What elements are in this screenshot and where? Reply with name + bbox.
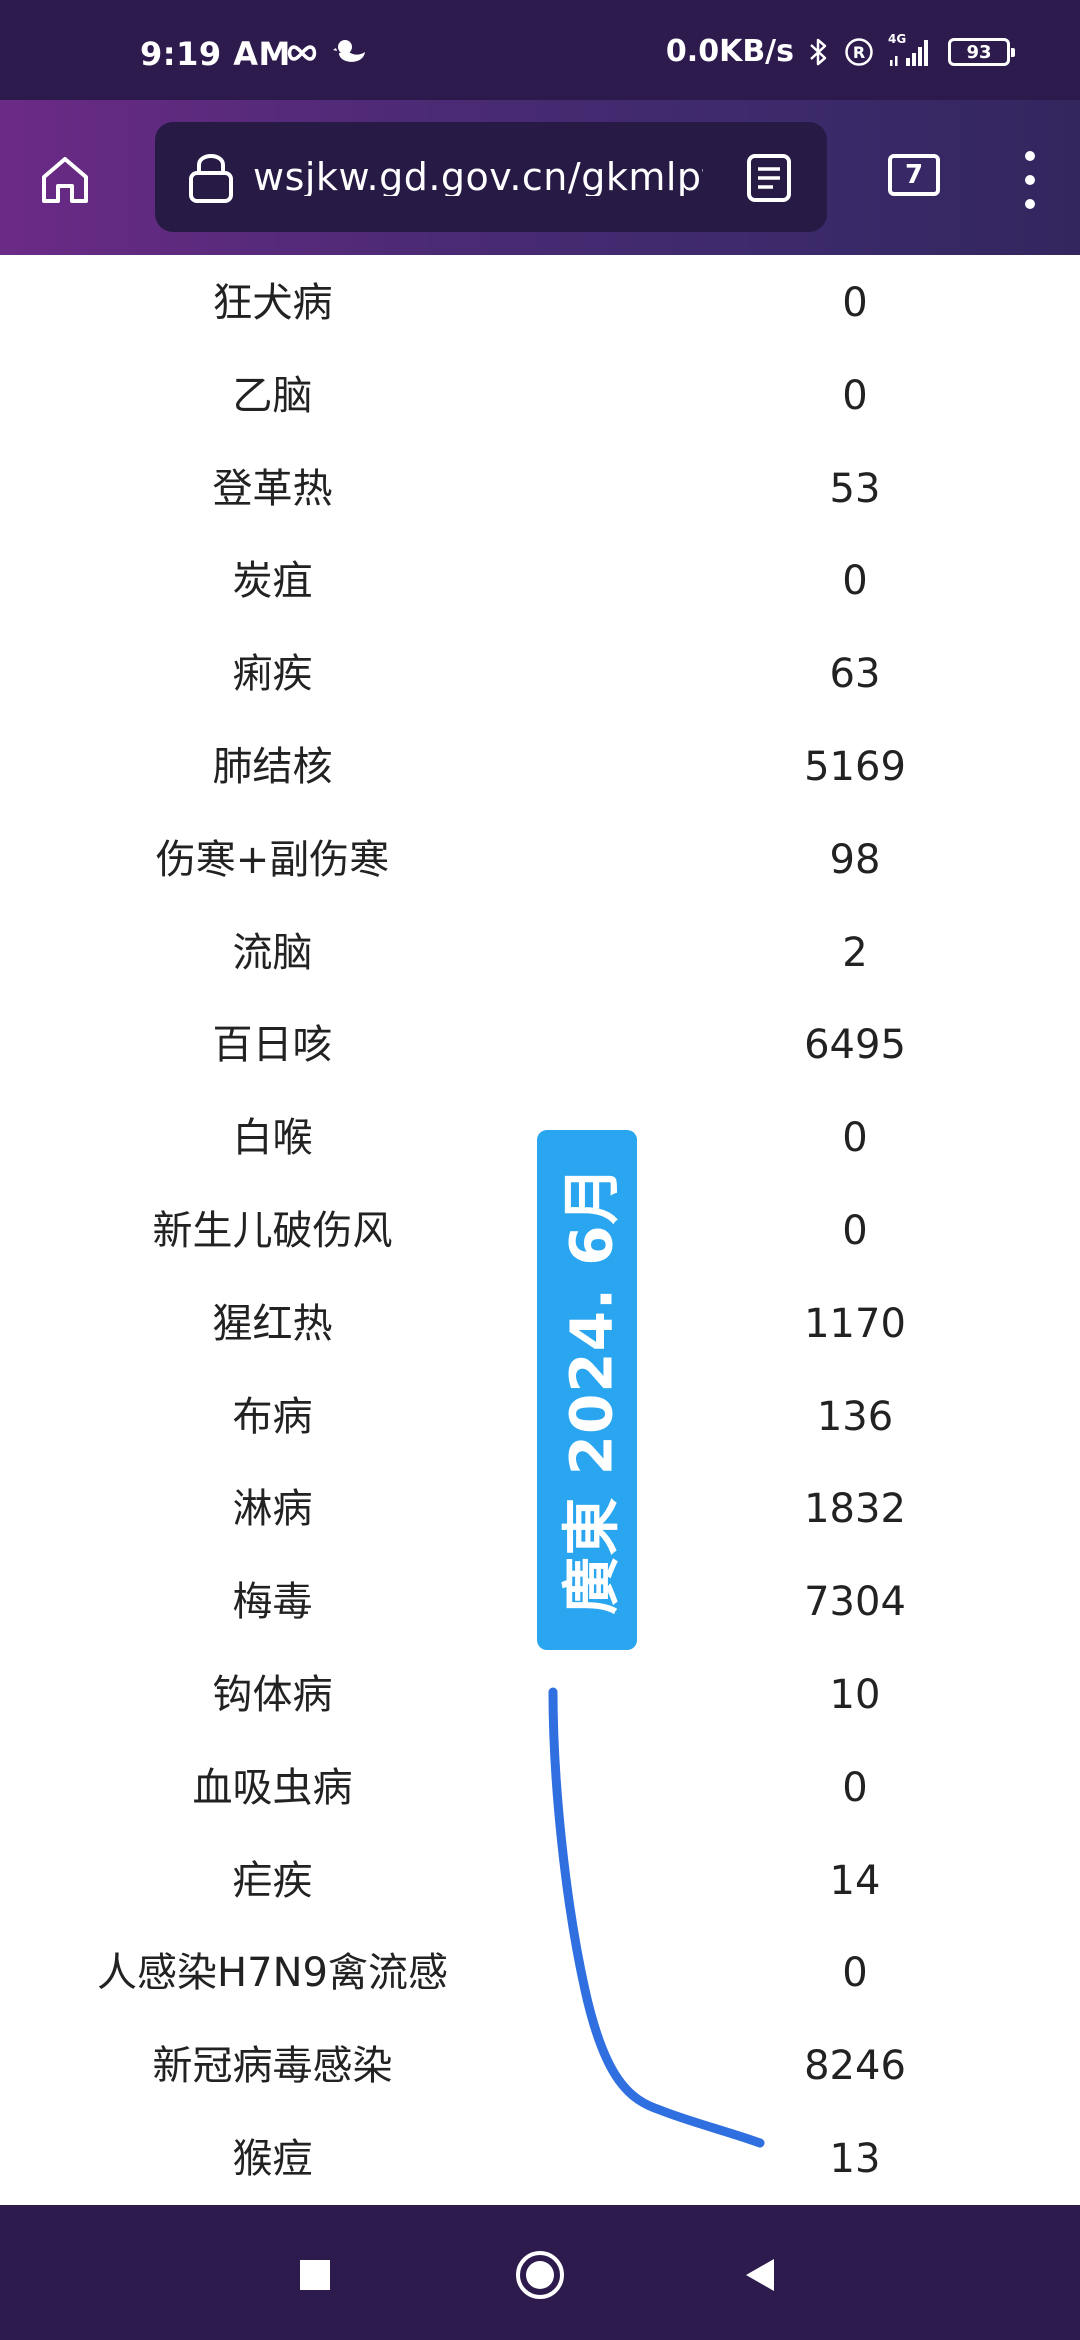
disease-name: 痢疾 bbox=[232, 651, 313, 698]
disease-name: 淋病 bbox=[232, 1486, 313, 1533]
url-bar[interactable]: wsjkw.gd.gov.cn/gkmlpt/ bbox=[155, 122, 827, 232]
battery-level: 93 bbox=[966, 41, 992, 63]
disease-name: 新冠病毒感染 bbox=[152, 2043, 393, 2090]
disease-name: 登革热 bbox=[212, 465, 333, 512]
disease-name: 布病 bbox=[232, 1393, 313, 1440]
disease-name: 新生儿破伤风 bbox=[152, 1208, 393, 1254]
bluetooth-icon bbox=[810, 38, 827, 66]
table-row: 乙脑 0 bbox=[0, 351, 1080, 444]
status-left-icons bbox=[285, 38, 367, 68]
lock-icon[interactable] bbox=[181, 147, 241, 207]
disease-name: 钩体病 bbox=[212, 1672, 333, 1718]
table-row: 痢疾 63 bbox=[0, 629, 1080, 722]
disease-name: 肺结核 bbox=[212, 744, 333, 790]
table-row: 钩体病 10 bbox=[0, 1650, 1080, 1743]
menu-dot-icon bbox=[1025, 175, 1035, 185]
status-bar: 9:19 AM 0.0KB/s R 4G bbox=[0, 0, 1080, 100]
disease-name: 伤寒+副伤寒 bbox=[155, 836, 390, 883]
disease-name: 人感染H7N9禽流感 bbox=[97, 1950, 448, 1997]
case-count: 8246 bbox=[804, 2043, 906, 2090]
case-count: 0 bbox=[842, 1950, 868, 1997]
home-icon bbox=[42, 157, 88, 203]
overlay-label-text: 廣東 2024. 6月 bbox=[558, 1165, 627, 1615]
reader-mode-icon[interactable] bbox=[741, 150, 797, 206]
triangle-back-icon bbox=[746, 2259, 774, 2291]
disease-name: 猩红热 bbox=[212, 1300, 333, 1347]
disease-name: 白喉 bbox=[232, 1115, 313, 1162]
network-type: 4G bbox=[888, 32, 907, 46]
navigation-bar bbox=[0, 2205, 1080, 2340]
duck-icon bbox=[333, 40, 365, 62]
case-count: 6495 bbox=[804, 1022, 906, 1069]
home-nav-button[interactable] bbox=[500, 2235, 580, 2315]
signal-icon: 4G bbox=[888, 32, 934, 68]
svg-text:R: R bbox=[853, 43, 865, 62]
table-row: 狂犬病 0 bbox=[0, 258, 1080, 351]
case-count: 5169 bbox=[804, 744, 906, 790]
case-count: 98 bbox=[829, 836, 881, 883]
page-content[interactable]: 狂犬病 0 乙脑 0 登革热 53 炭疽 0 痢疾 63 肺结核 5169 伤寒+副伤寒 98 流脑 2 百日咳… bbox=[0, 255, 1080, 2205]
case-count: 10 bbox=[829, 1672, 881, 1718]
table-row: 淋病 1832 bbox=[0, 1464, 1080, 1557]
disease-name: 炭疽 bbox=[232, 558, 313, 605]
case-count: 53 bbox=[829, 465, 881, 512]
case-count: 2 bbox=[842, 929, 868, 976]
table-row: 百日咳 6495 bbox=[0, 1000, 1080, 1093]
table-row: 白喉 0 bbox=[0, 1093, 1080, 1186]
url-text[interactable]: wsjkw.gd.gov.cn/gkmlpt/ bbox=[253, 158, 703, 196]
registered-icon: R bbox=[845, 38, 873, 66]
overlay-label: 廣東 2024. 6月 bbox=[537, 1130, 637, 1650]
recents-button[interactable] bbox=[275, 2235, 355, 2315]
case-count: 0 bbox=[842, 1764, 868, 1811]
home-button[interactable] bbox=[30, 145, 100, 215]
case-count: 7304 bbox=[804, 1579, 906, 1626]
table-row: 血吸虫病 0 bbox=[0, 1743, 1080, 1836]
disease-name: 乙脑 bbox=[232, 372, 313, 419]
table-row: 梅毒 7304 bbox=[0, 1557, 1080, 1650]
table-row: 肺结核 5169 bbox=[0, 722, 1080, 815]
circle-icon bbox=[516, 2251, 564, 2299]
battery-icon: 93 bbox=[948, 38, 1015, 66]
disease-name: 猴痘 bbox=[232, 2136, 313, 2182]
table-row: 疟疾 14 bbox=[0, 1836, 1080, 1929]
case-count: 136 bbox=[816, 1393, 894, 1440]
case-count: 0 bbox=[842, 280, 868, 326]
case-count: 1170 bbox=[804, 1300, 906, 1347]
back-button[interactable] bbox=[720, 2235, 800, 2315]
overflow-menu-button[interactable] bbox=[1010, 145, 1050, 215]
case-count: 14 bbox=[829, 1857, 881, 1904]
case-count: 13 bbox=[829, 2136, 881, 2182]
tab-count-button[interactable]: 7 bbox=[888, 154, 940, 196]
table-row: 伤寒+副伤寒 98 bbox=[0, 815, 1080, 908]
table-row: 布病 136 bbox=[0, 1372, 1080, 1465]
network-speed: 0.0KB/s bbox=[665, 34, 794, 69]
table-row: 新生儿破伤风 0 bbox=[0, 1186, 1080, 1279]
disease-name: 血吸虫病 bbox=[192, 1764, 353, 1811]
status-right-icons: 0.0KB/s R 4G 93 bbox=[665, 32, 1015, 69]
case-count: 0 bbox=[842, 372, 868, 419]
disease-name: 疟疾 bbox=[232, 1857, 313, 1904]
table-row: 新冠病毒感染 8246 bbox=[0, 2021, 1080, 2114]
browser-toolbar: wsjkw.gd.gov.cn/gkmlpt/ 7 bbox=[0, 100, 1080, 255]
table-row: 流脑 2 bbox=[0, 908, 1080, 1001]
square-icon bbox=[300, 2260, 330, 2290]
case-count: 63 bbox=[829, 651, 881, 698]
table-row: 炭疽 0 bbox=[0, 536, 1080, 629]
menu-dot-icon bbox=[1025, 151, 1035, 161]
table-row: 猴痘 13 bbox=[0, 2114, 1080, 2205]
case-count: 0 bbox=[842, 1115, 868, 1162]
table-row: 猩红热 1170 bbox=[0, 1279, 1080, 1372]
disease-name: 狂犬病 bbox=[212, 280, 333, 326]
disease-name: 百日咳 bbox=[212, 1022, 333, 1069]
table-row: 人感染H7N9禽流感 0 bbox=[0, 1928, 1080, 2021]
infinity-icon bbox=[287, 45, 317, 61]
disease-name: 流脑 bbox=[232, 929, 313, 976]
status-time: 9:19 AM bbox=[140, 35, 291, 73]
case-count: 1832 bbox=[804, 1486, 906, 1533]
menu-dot-icon bbox=[1025, 199, 1035, 209]
disease-name: 梅毒 bbox=[232, 1579, 313, 1626]
case-count: 0 bbox=[842, 1208, 868, 1254]
case-count: 0 bbox=[842, 558, 868, 605]
table-row: 登革热 53 bbox=[0, 444, 1080, 537]
